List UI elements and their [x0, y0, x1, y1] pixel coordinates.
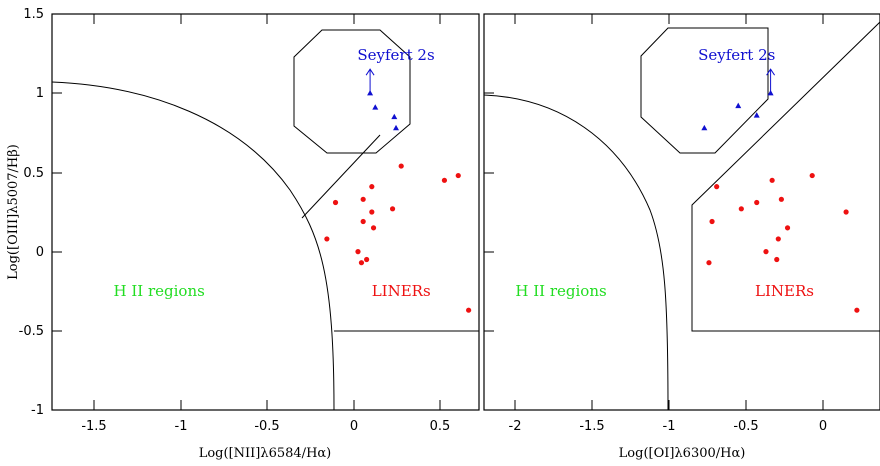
liner-circle-point [763, 249, 769, 255]
left-x-axis-label: Log([NII]λ6584/Hα) [199, 446, 332, 461]
liner-circle-point [809, 172, 815, 179]
liner-circle-point [714, 184, 720, 190]
liner-circle-point [398, 163, 404, 169]
liner-circle-point [360, 196, 366, 202]
liner-circle-point [360, 218, 366, 225]
liner-region-boundary [691, 21, 880, 332]
left-y-ticks [52, 13, 62, 411]
right-y-ticks [484, 92, 494, 411]
left-y-tick-labels: -1 -0.5 0 0.5 1 1.5 [19, 7, 44, 418]
xtick-label: -1.5 [579, 419, 604, 434]
seyfert-triangle-point [391, 113, 398, 120]
region-label: LINERs [755, 282, 814, 300]
xtick-label: -0.5 [733, 419, 758, 434]
liner-circle-point [355, 249, 361, 255]
hii-boundary-curve [483, 94, 669, 411]
liner-circle-point [389, 206, 396, 212]
liner-circle-point [441, 177, 448, 183]
liner-circle-point [370, 225, 377, 231]
y-axis-label: Log([OIII]λ5007/Hβ) [6, 144, 21, 280]
hii-boundary-curve [51, 81, 335, 411]
liner-circle-point [332, 199, 339, 206]
region-label: H II regions [114, 282, 205, 300]
right-region-labels: Seyfert 2s H II regions LINERs [515, 46, 814, 300]
xtick-label: -1 [663, 419, 676, 434]
liner-circle-point [775, 236, 781, 242]
right-data-marks [701, 68, 860, 313]
left-region-labels: Seyfert 2s H II regions LINERs [114, 46, 435, 300]
liner-circle-point [364, 256, 370, 263]
seyfert-region-octagon [293, 29, 411, 154]
seyfert-triangle-point [753, 112, 760, 118]
liner-circle-point [455, 172, 461, 179]
liner-circle-point [769, 177, 775, 183]
left-x-ticks [93, 14, 441, 410]
region-label: LINERs [372, 282, 431, 300]
panel-left: -1 -0.5 0 0.5 1 1.5 -1.5 -1 -0.5 0 0.5 [6, 7, 480, 461]
seyfert-liner-divider [301, 134, 381, 219]
xtick-label: -1.5 [81, 419, 106, 434]
region-label: Seyfert 2s [357, 46, 434, 64]
ytick-label: 1 [36, 86, 44, 101]
panel-right: -2 -1.5 -1 -0.5 0 Log([OI]λ6300/Hα) Seyf… [483, 13, 880, 461]
left-x-tick-labels: -1.5 -1 -0.5 0 0.5 [81, 419, 450, 434]
right-x-axis-label: Log([OI]λ6300/Hα) [619, 446, 746, 461]
liner-circle-point [784, 225, 791, 231]
liner-circle-point [843, 209, 849, 215]
region-label: Seyfert 2s [698, 46, 775, 64]
region-label: H II regions [515, 282, 606, 300]
liner-circle-point [706, 260, 712, 266]
liner-circle-point [709, 218, 715, 225]
liner-circle-point [774, 256, 780, 263]
ytick-label: -0.5 [19, 324, 44, 339]
xtick-label: 0.5 [430, 419, 451, 434]
xtick-label: 0 [350, 419, 358, 434]
ytick-label: 0 [36, 245, 44, 260]
seyfert-triangle-point [701, 124, 708, 131]
liner-circle-point [369, 209, 375, 215]
left-data-marks [324, 68, 472, 313]
lower-limit-arrow [766, 68, 776, 94]
ytick-label: 1.5 [23, 7, 44, 22]
lower-limit-arrow [365, 68, 375, 94]
seyfert-triangle-point [372, 104, 379, 110]
xtick-label: 0 [819, 419, 827, 434]
liner-circle-point [754, 199, 760, 206]
xtick-label: -1 [175, 419, 188, 434]
panel-right-frame [483, 13, 880, 411]
panel-left-frame [51, 13, 480, 411]
liner-circle-point [369, 184, 375, 190]
right-x-ticks [514, 14, 824, 410]
seyfert-region-octagon [640, 27, 769, 154]
liner-circle-point [778, 196, 784, 202]
seyfert-triangle-point [393, 124, 400, 131]
xtick-label: -0.5 [254, 419, 279, 434]
ytick-label: 0.5 [23, 166, 44, 181]
liner-circle-point [466, 307, 472, 313]
liner-circle-point [854, 307, 860, 313]
liner-circle-point [738, 206, 744, 212]
xtick-label: -2 [509, 419, 522, 434]
right-x-tick-labels: -2 -1.5 -1 -0.5 0 [509, 419, 828, 434]
liner-circle-point [324, 236, 330, 242]
ytick-label: -1 [31, 403, 44, 418]
seyfert-triangle-point [735, 102, 742, 109]
liner-circle-point [358, 260, 365, 266]
